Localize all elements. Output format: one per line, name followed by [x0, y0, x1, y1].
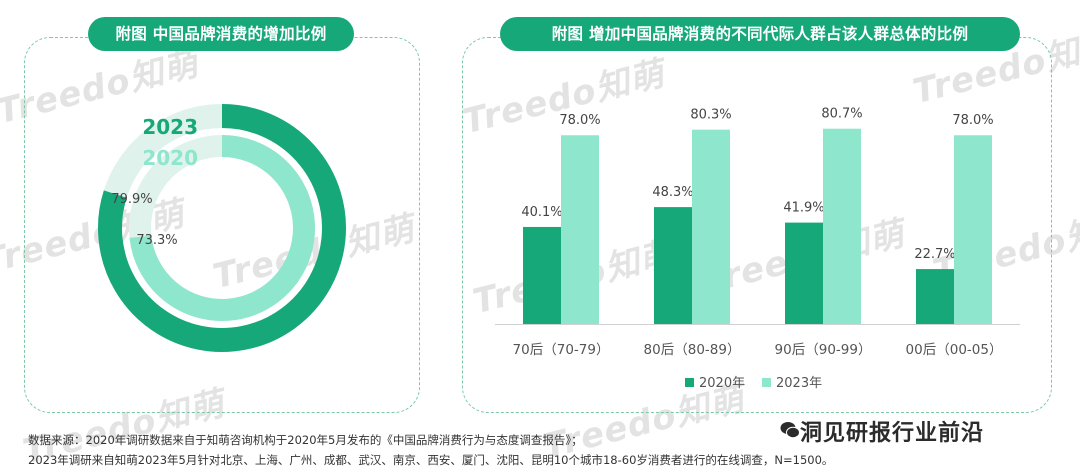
brand-text: 洞见研报行业前沿 — [800, 421, 985, 446]
bar-label: 40.1% — [521, 205, 562, 220]
right-chart-title: 附图 增加中国品牌消费的不同代际人群占该人群总体的比例 — [500, 17, 1020, 51]
ring-arc-2023 — [98, 104, 346, 352]
bar-2023年-0 — [561, 135, 599, 324]
ring-value-2023: 79.9% — [111, 192, 152, 207]
ring-arc-2020 — [129, 135, 315, 321]
bar-label: 80.7% — [821, 107, 862, 122]
x-tick-label: 80后（80-89） — [644, 342, 741, 358]
bar-2020年-0 — [523, 226, 561, 324]
ring-label-2020: 2020 — [142, 146, 198, 170]
legend-label: 2020年 — [699, 376, 745, 391]
bar-label: 48.3% — [652, 185, 693, 200]
ring-value-2020: 73.3% — [136, 233, 177, 248]
bar-2023年-3 — [954, 135, 992, 324]
legend-swatch-2023年 — [762, 378, 771, 387]
legend-label: 2023年 — [776, 376, 822, 391]
bar-2023年-1 — [692, 129, 730, 324]
bar-2020年-3 — [916, 269, 954, 324]
survey-note: 2023年调研来自知萌2023年5月针对北京、上海、广州、成都、武汉、南京、西安… — [28, 453, 834, 467]
bar-label: 41.9% — [783, 201, 824, 216]
legend-swatch-2020年 — [685, 378, 694, 387]
bar-label: 80.3% — [690, 108, 731, 123]
x-tick-label: 00后（00-05） — [906, 342, 1003, 358]
bar-2020年-1 — [654, 207, 692, 324]
ring-label-2023: 2023 — [142, 115, 198, 139]
bar-label: 78.0% — [952, 113, 993, 128]
x-tick-label: 70后（70-79） — [513, 342, 610, 358]
bar-2020年-2 — [785, 222, 823, 324]
left-chart-title: 附图 中国品牌消费的增加比例 — [88, 17, 354, 51]
data-source-note: 数据来源：2020年调研数据来自于知萌咨询机构于2020年5月发布的《中国品牌消… — [28, 433, 583, 447]
bar-label: 78.0% — [559, 113, 600, 128]
wechat-icon — [780, 422, 800, 439]
bar-label: 22.7% — [914, 247, 955, 262]
x-tick-label: 90后（90-99） — [775, 342, 872, 358]
bar-2023年-2 — [823, 128, 861, 324]
